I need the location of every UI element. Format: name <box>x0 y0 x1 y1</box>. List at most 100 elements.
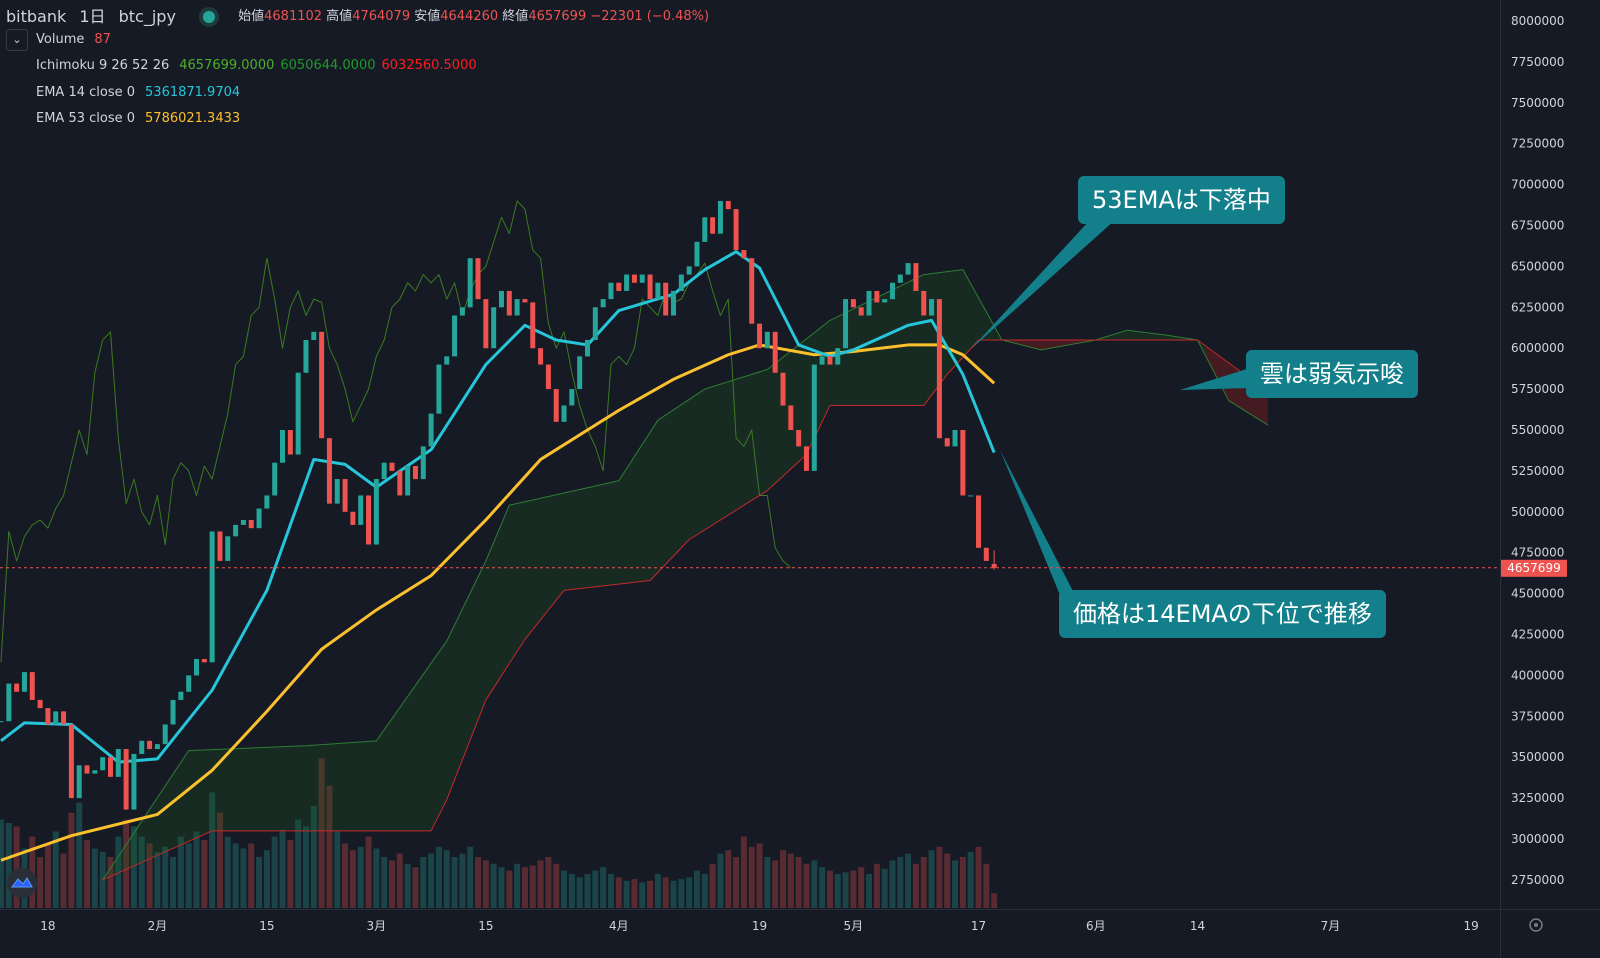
collapse-legend-button[interactable]: ⌄ <box>6 29 28 51</box>
candle-body <box>976 495 981 548</box>
cloud-segment <box>180 750 189 845</box>
volume-bar <box>631 879 638 908</box>
candle-body <box>209 531 215 663</box>
candle-body <box>303 340 309 373</box>
cloud-segment <box>352 741 361 831</box>
tradingview-logo[interactable] <box>7 868 37 898</box>
y-tick-label: 5750000 <box>1511 382 1564 396</box>
volume-bar <box>84 840 91 908</box>
cloud-segment <box>579 487 588 589</box>
cloud-segment <box>869 297 877 406</box>
volume-bar <box>44 843 51 908</box>
candle-body <box>45 708 51 725</box>
y-tick-label: 5500000 <box>1511 423 1564 437</box>
annotation-ema53-falling[interactable]: 53EMAは下落中 <box>1078 176 1285 224</box>
candle-body <box>538 348 544 365</box>
current-price-label: 4657699 <box>1507 561 1560 575</box>
volume-bar <box>107 857 114 908</box>
cloud-segment <box>587 485 596 588</box>
interval[interactable]: 1日 <box>79 7 106 26</box>
volume-bar <box>858 867 865 908</box>
candle-body <box>178 691 184 700</box>
cloud-segment <box>157 785 166 856</box>
volume-bar <box>686 877 693 908</box>
volume-bar <box>256 857 263 908</box>
cloud-segment <box>618 468 627 585</box>
candle-body <box>358 495 364 525</box>
candle-body <box>21 672 27 692</box>
cloud-segment <box>141 809 150 863</box>
annotation-price-below-ema14[interactable]: 価格は14EMAの下位で推移 <box>1059 590 1386 638</box>
volume-bar <box>76 802 83 908</box>
cloud-segment <box>650 420 658 581</box>
volume-bar <box>467 846 474 908</box>
candle-body <box>459 307 465 316</box>
candle-body <box>757 323 763 349</box>
volume-bar <box>506 870 513 908</box>
settings-gear-icon[interactable] <box>1529 918 1543 932</box>
volume-bar <box>670 880 677 908</box>
cloud-segment <box>133 821 142 866</box>
cloud-segment <box>462 592 471 760</box>
volume-bar <box>881 868 888 908</box>
cloud-segment <box>298 745 306 831</box>
volume-bar <box>326 785 333 908</box>
candle-body <box>803 446 809 471</box>
ichimoku-legend[interactable]: Ichimoku 9 26 52 26 4657699.0000 6050644.0… <box>36 58 477 73</box>
volume-bar <box>443 850 450 908</box>
annotation-cloud-bearish[interactable]: 雲は弱気示唆 <box>1246 350 1418 398</box>
chevron-down-icon: ⌄ <box>12 33 22 46</box>
candle-body <box>780 372 786 406</box>
volume-bar <box>0 819 4 908</box>
volume-bar <box>170 857 177 908</box>
candle-body <box>68 724 74 799</box>
cloud-segment <box>853 305 862 406</box>
volume-bar <box>866 874 873 908</box>
ema53-legend[interactable]: EMA 53 close 0 5786021.3433 <box>36 111 241 126</box>
candle-body <box>272 462 278 496</box>
candle-body <box>725 200 731 210</box>
volume-bar <box>772 860 779 908</box>
cloud-segment <box>681 399 690 548</box>
cloud-segment <box>642 432 651 582</box>
candle-body <box>61 711 67 725</box>
candle-body <box>326 438 332 504</box>
x-axis-ticks[interactable]: 18 2月 15 3月 15 4月 19 5月 17 6月 14 7月 19 <box>40 919 1479 933</box>
cloud-segment <box>384 718 392 831</box>
volume-bar <box>740 836 747 908</box>
candle-body <box>788 405 794 430</box>
candle-body <box>334 479 340 504</box>
volume-bar <box>545 857 552 908</box>
annotation-pointers <box>970 220 1250 595</box>
volume-legend[interactable]: Volume 87 <box>36 32 111 47</box>
cloud-segment <box>1142 332 1151 341</box>
cloud-segment <box>540 496 549 620</box>
exchange-name: bitbank <box>6 7 67 26</box>
volume-bar <box>717 853 724 908</box>
candle-body <box>506 290 512 316</box>
volume-bar <box>959 857 966 908</box>
symbol-name[interactable]: btc_jpy <box>118 7 176 26</box>
cloud-segment <box>900 282 909 406</box>
candle-body <box>0 721 4 723</box>
candle-body <box>397 470 403 496</box>
cloud-segment <box>219 749 228 831</box>
candle-body <box>694 241 700 267</box>
volume-bar <box>154 851 161 908</box>
candle-body <box>311 331 317 341</box>
ema14-legend[interactable]: EMA 14 close 0 5361871.9704 <box>36 85 241 100</box>
volume-bar <box>936 846 943 908</box>
cloud-segment <box>368 740 377 831</box>
ema53-line <box>0 343 996 862</box>
candle-body <box>639 274 645 283</box>
candle-body <box>663 282 669 316</box>
price-axis[interactable] <box>1500 0 1600 910</box>
cloud-segment <box>438 641 447 816</box>
cloud-segment <box>478 560 486 720</box>
cloud-segment <box>454 608 463 780</box>
cloud-segment <box>392 707 400 831</box>
volume-bar <box>60 853 67 908</box>
volume-bar <box>654 874 661 908</box>
cloud-segment <box>1150 333 1159 341</box>
